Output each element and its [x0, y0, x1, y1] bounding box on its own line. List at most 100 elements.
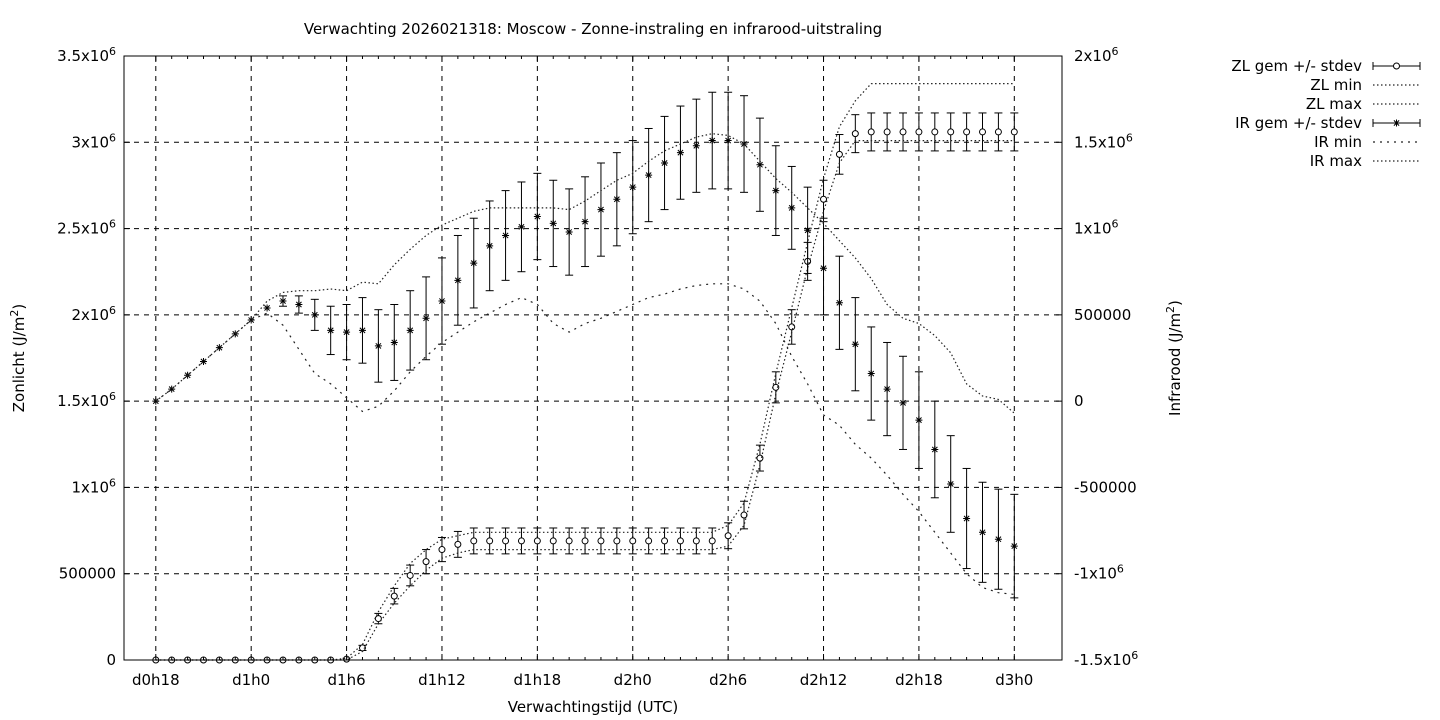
data-point — [374, 342, 382, 350]
data-point — [517, 537, 525, 545]
data-point — [279, 297, 287, 305]
legend-label: IR max — [1310, 152, 1362, 170]
data-point — [406, 326, 414, 334]
series-2 — [155, 82, 1015, 661]
data-point — [676, 537, 684, 545]
data-point — [168, 385, 176, 393]
data-point — [915, 128, 923, 136]
data-point — [486, 537, 494, 545]
legend-label: IR min — [1314, 133, 1362, 151]
data-point — [915, 416, 923, 424]
y2-tick-label: -500000 — [1074, 478, 1137, 496]
data-point — [708, 137, 716, 145]
data-point — [390, 338, 398, 346]
data-point — [565, 537, 573, 545]
data-point — [820, 264, 828, 272]
data-point — [454, 276, 462, 284]
data-point — [851, 130, 859, 138]
data-point — [549, 219, 557, 227]
data-point — [295, 301, 303, 309]
data-point — [772, 187, 780, 195]
x-tick-label: d1h0 — [232, 671, 270, 689]
data-point — [613, 537, 621, 545]
data-point — [979, 528, 987, 536]
chart-title: Verwachting 2026021318: Moscow - Zonne-i… — [304, 20, 882, 38]
data-point — [199, 357, 207, 365]
data-point — [676, 149, 684, 157]
data-point — [1010, 542, 1018, 550]
data-point — [502, 231, 510, 239]
data-point — [724, 137, 732, 145]
data-point — [899, 128, 907, 136]
y-tick-label: 0 — [106, 651, 116, 669]
data-point — [565, 228, 573, 236]
data-point — [979, 128, 987, 136]
y2-tick-label: -1x106 — [1074, 563, 1124, 583]
series-line — [155, 140, 1015, 661]
data-point — [931, 445, 939, 453]
legend-label: IR gem +/- stdev — [1235, 114, 1362, 132]
x-tick-label: d1h18 — [514, 671, 562, 689]
data-point — [263, 304, 271, 312]
data-point — [597, 537, 605, 545]
data-point — [486, 242, 494, 250]
data-point — [343, 328, 351, 336]
data-point — [820, 195, 828, 203]
data-point — [358, 326, 366, 334]
data-point — [629, 183, 637, 191]
data-point — [597, 206, 605, 214]
data-point — [947, 480, 955, 488]
data-point — [613, 195, 621, 203]
data-point — [390, 592, 398, 600]
data-point — [215, 344, 223, 352]
data-point — [533, 537, 541, 545]
data-point — [867, 128, 875, 136]
data-point — [963, 514, 971, 522]
legend-marker — [1393, 119, 1400, 127]
x-axis-label: Verwachtingstijd (UTC) — [508, 698, 679, 716]
data-point — [931, 128, 939, 136]
x-tick-label: d0h18 — [132, 671, 180, 689]
data-point — [788, 204, 796, 212]
data-point — [835, 299, 843, 307]
data-point — [629, 537, 637, 545]
y-tick-label: 1x106 — [71, 476, 116, 496]
data-point — [470, 259, 478, 267]
data-point — [645, 171, 653, 179]
data-point — [327, 326, 335, 334]
legend-label: ZL min — [1310, 76, 1362, 94]
data-point — [899, 399, 907, 407]
series-layer — [152, 82, 1019, 664]
data-point — [661, 159, 669, 167]
y2-tick-label: 500000 — [1074, 306, 1131, 324]
y2-tick-label: -1.5x106 — [1074, 649, 1138, 669]
data-point — [549, 537, 557, 545]
data-point — [851, 340, 859, 348]
x-tick-label: d1h6 — [328, 671, 366, 689]
y-tick-label: 3.5x106 — [57, 45, 116, 65]
x-tick-label: d3h0 — [995, 671, 1033, 689]
series-line — [155, 82, 1015, 661]
data-point — [454, 540, 462, 548]
data-point — [517, 223, 525, 231]
data-point — [867, 370, 875, 378]
data-point — [645, 537, 653, 545]
data-point — [438, 297, 446, 305]
data-point — [406, 571, 414, 579]
data-point — [661, 537, 669, 545]
data-point — [502, 537, 510, 545]
data-point — [422, 558, 430, 566]
data-point — [692, 142, 700, 150]
data-point — [152, 397, 160, 405]
y-tick-label: 3x106 — [71, 131, 116, 151]
data-point — [708, 537, 716, 545]
series-3 — [152, 91, 1019, 599]
data-point — [724, 532, 732, 540]
data-point — [311, 311, 319, 319]
data-point — [470, 537, 478, 545]
x-tick-label: d1h12 — [418, 671, 466, 689]
legend-label: ZL gem +/- stdev — [1231, 57, 1362, 75]
data-point — [883, 128, 891, 136]
y2-tick-label: 0 — [1074, 392, 1084, 410]
